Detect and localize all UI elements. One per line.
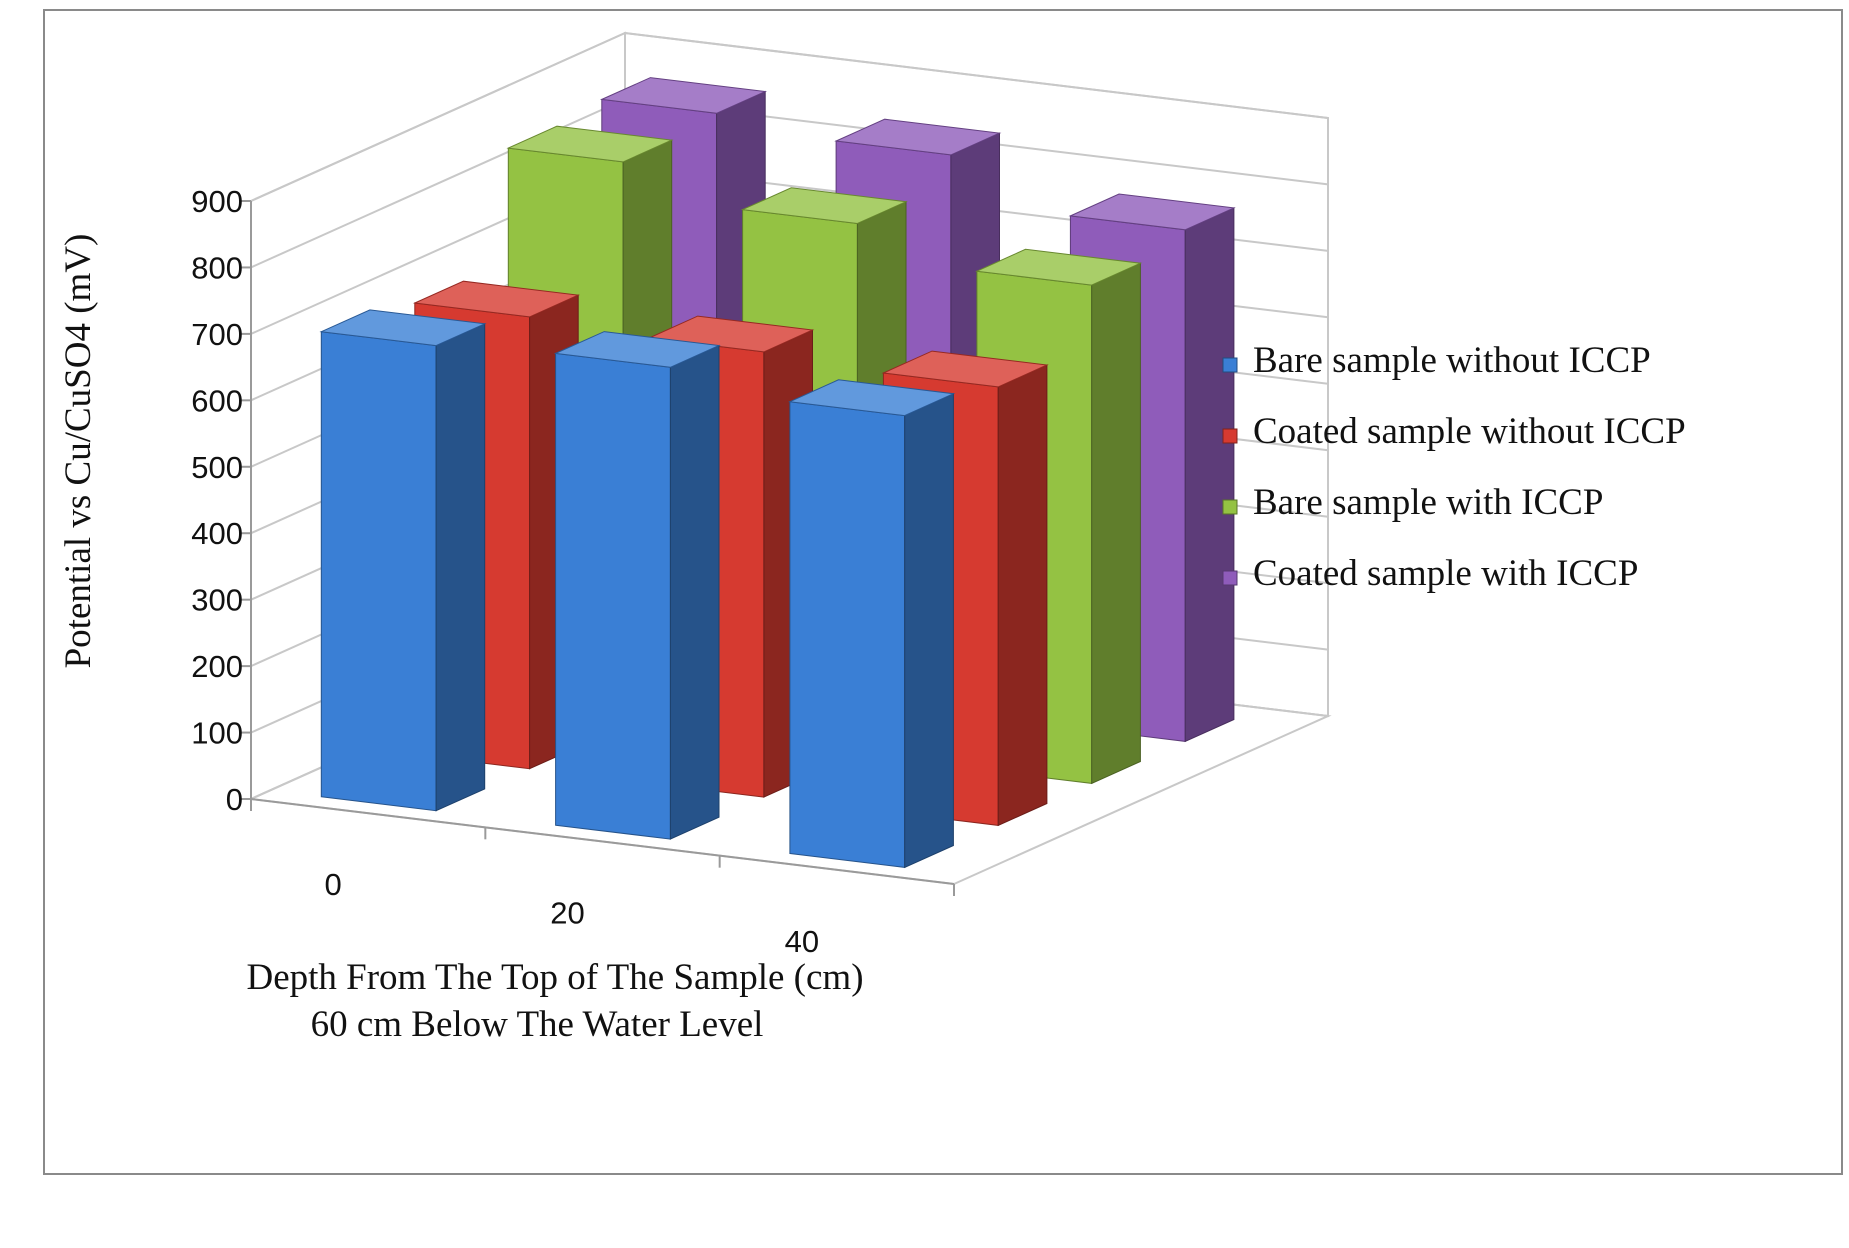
- y-tick-label-400: 400: [191, 516, 243, 551]
- bar-top: [788, 379, 956, 417]
- y-tick-label-0: 0: [226, 782, 243, 817]
- legend-item-2: Coated sample without ICCP: [1222, 411, 1686, 452]
- legend: Bare sample without ICCP Coated sample wi…: [1222, 340, 1686, 594]
- bar-bare-sample-without-iccp-0: [319, 309, 487, 812]
- y-tick-label-900: 900: [191, 184, 243, 219]
- x-tick-label-20: 20: [550, 896, 584, 931]
- y-tick-label-100: 100: [191, 716, 243, 751]
- y-tick-label-500: 500: [191, 450, 243, 485]
- bar-side: [1091, 262, 1141, 785]
- x-axis-line: [250, 798, 955, 885]
- chart-axes: [241, 200, 955, 896]
- legend-item-4: Coated sample with ICCP: [1222, 553, 1638, 594]
- bar-front: [320, 331, 437, 812]
- gridline-900: [250, 31, 1329, 202]
- bar-top: [881, 350, 1049, 388]
- x-tick-label-40: 40: [785, 924, 819, 959]
- bar-top: [319, 309, 487, 347]
- bar-top: [975, 248, 1143, 286]
- bar-top: [412, 280, 581, 318]
- bar-bare-sample-without-iccp-40: [788, 379, 956, 869]
- bar-top: [647, 315, 815, 353]
- legend-label: Coated sample without ICCP: [1253, 411, 1686, 452]
- x-axis-subtitle: 60 cm Below The Water Level: [311, 1004, 764, 1045]
- bar-side: [997, 364, 1048, 827]
- legend-label: Coated sample with ICCP: [1253, 553, 1638, 594]
- bar-top: [599, 77, 768, 114]
- bar-side: [669, 344, 720, 840]
- bar-top: [834, 118, 1002, 156]
- y-tick-label-800: 800: [191, 250, 243, 285]
- x-axis-title: Depth From The Top of The Sample (cm): [246, 957, 863, 998]
- y-tick-label-200: 200: [191, 649, 243, 684]
- bar-bare-sample-without-iccp-20: [553, 331, 721, 840]
- legend-swatch: [1222, 499, 1238, 515]
- bar-side: [904, 392, 954, 869]
- chart-frame: 0 100 200 300 400 500 600 700 800 900 0 20 40 Potent…: [43, 9, 1843, 1175]
- y-axis-title: Potential vs Cu/CuSO4 (mV): [58, 234, 99, 669]
- legend-label: Bare sample without ICCP: [1253, 340, 1651, 381]
- legend-label: Bare sample with ICCP: [1253, 482, 1603, 523]
- chart-tick-labels: 0 100 200 300 400 500 600 700 800 900 0 20 40: [191, 184, 819, 959]
- y-tick-label-700: 700: [191, 317, 243, 352]
- legend-item-3: Bare sample with ICCP: [1222, 482, 1603, 523]
- x-tick-label-0: 0: [325, 867, 342, 902]
- bar-front: [789, 401, 906, 868]
- bar-top: [506, 125, 674, 163]
- chart-bars: [319, 77, 1236, 869]
- bar-side: [1184, 207, 1235, 743]
- y-tick-label-300: 300: [191, 583, 243, 618]
- bar-top: [1068, 193, 1236, 231]
- legend-swatch: [1222, 570, 1238, 586]
- bar-top: [553, 331, 721, 368]
- y-tick-label-600: 600: [191, 383, 243, 418]
- chart-plot: 0 100 200 300 400 500 600 700 800 900 0 20 40 Potent…: [58, 31, 1686, 1045]
- legend-item-1: Bare sample without ICCP: [1222, 340, 1651, 381]
- bar-top: [740, 187, 908, 225]
- legend-swatch: [1222, 428, 1238, 444]
- bar-side: [435, 323, 486, 812]
- bar-front: [555, 352, 671, 840]
- legend-swatch: [1222, 357, 1238, 373]
